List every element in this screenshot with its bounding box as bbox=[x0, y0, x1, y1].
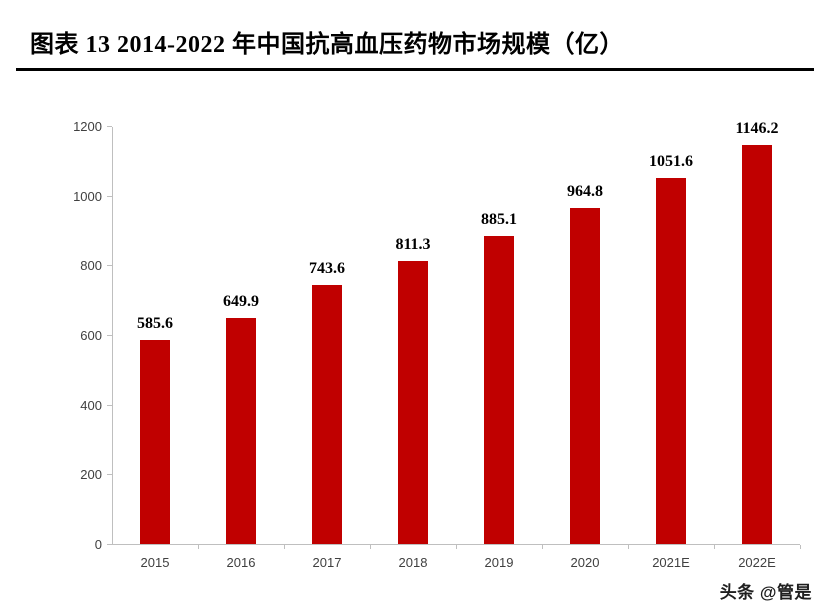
x-axis-tick bbox=[370, 545, 371, 549]
x-axis-label: 2016 bbox=[226, 555, 256, 570]
y-axis-line bbox=[112, 127, 113, 545]
bar-value-label: 1051.6 bbox=[649, 153, 693, 170]
bar-value-label: 964.8 bbox=[567, 183, 603, 200]
bar bbox=[484, 236, 514, 544]
y-axis-tick bbox=[107, 196, 112, 197]
bar bbox=[312, 285, 342, 544]
y-axis-tick bbox=[107, 126, 112, 127]
bar bbox=[226, 318, 256, 544]
bar-value-label: 885.1 bbox=[481, 211, 517, 228]
y-axis-tick bbox=[107, 335, 112, 336]
bar-value-label: 811.3 bbox=[395, 236, 431, 253]
x-axis-tick bbox=[284, 545, 285, 549]
x-axis-tick bbox=[800, 545, 801, 549]
y-axis-tick-label: 400 bbox=[80, 398, 102, 413]
x-axis-label: 2015 bbox=[140, 555, 170, 570]
x-axis-tick bbox=[714, 545, 715, 549]
plot-area: 585.6 2015 649.9 2016 743.6 2017 811.3 2018 885.… bbox=[107, 120, 801, 570]
y-axis-tick-label: 1200 bbox=[73, 119, 102, 134]
y-axis-tick bbox=[107, 265, 112, 266]
y-axis-tick bbox=[107, 405, 112, 406]
bar-value-label: 1146.2 bbox=[735, 120, 779, 137]
bar-value-label: 585.6 bbox=[137, 315, 173, 332]
y-axis-labels: 0 200 400 600 800 1000 1200 bbox=[40, 119, 102, 552]
x-axis-label: 2018 bbox=[398, 555, 428, 570]
y-axis-tick-label: 0 bbox=[94, 537, 102, 552]
y-axis-tick-label: 200 bbox=[80, 467, 102, 482]
x-axis-label: 2020 bbox=[570, 555, 600, 570]
y-axis-tick bbox=[107, 474, 112, 475]
bar-value-label: 743.6 bbox=[309, 260, 345, 277]
x-axis-label: 2017 bbox=[312, 555, 342, 570]
y-axis-tick-label: 1000 bbox=[73, 189, 102, 204]
x-axis-tick bbox=[198, 545, 199, 549]
x-axis-label: 2022E bbox=[738, 555, 776, 570]
x-axis-tick bbox=[456, 545, 457, 549]
x-axis-line bbox=[112, 544, 800, 545]
y-axis-tick-label: 600 bbox=[80, 328, 102, 343]
x-axis-label: 2021E bbox=[652, 555, 690, 570]
title-underline bbox=[16, 68, 814, 71]
x-axis-tick bbox=[542, 545, 543, 549]
bar bbox=[140, 340, 170, 544]
y-axis-tick bbox=[107, 544, 112, 545]
bar bbox=[398, 261, 428, 544]
x-axis-label: 2019 bbox=[484, 555, 514, 570]
bar bbox=[570, 208, 600, 544]
x-axis-tick bbox=[628, 545, 629, 549]
watermark: 头条 @管是 bbox=[719, 583, 812, 602]
bar-value-label: 649.9 bbox=[223, 293, 259, 310]
bar bbox=[656, 178, 686, 544]
chart-title: 图表 13 2014-2022 年中国抗高血压药物市场规模（亿） bbox=[30, 32, 624, 58]
bar bbox=[742, 145, 772, 544]
y-axis-tick-label: 800 bbox=[80, 258, 102, 273]
